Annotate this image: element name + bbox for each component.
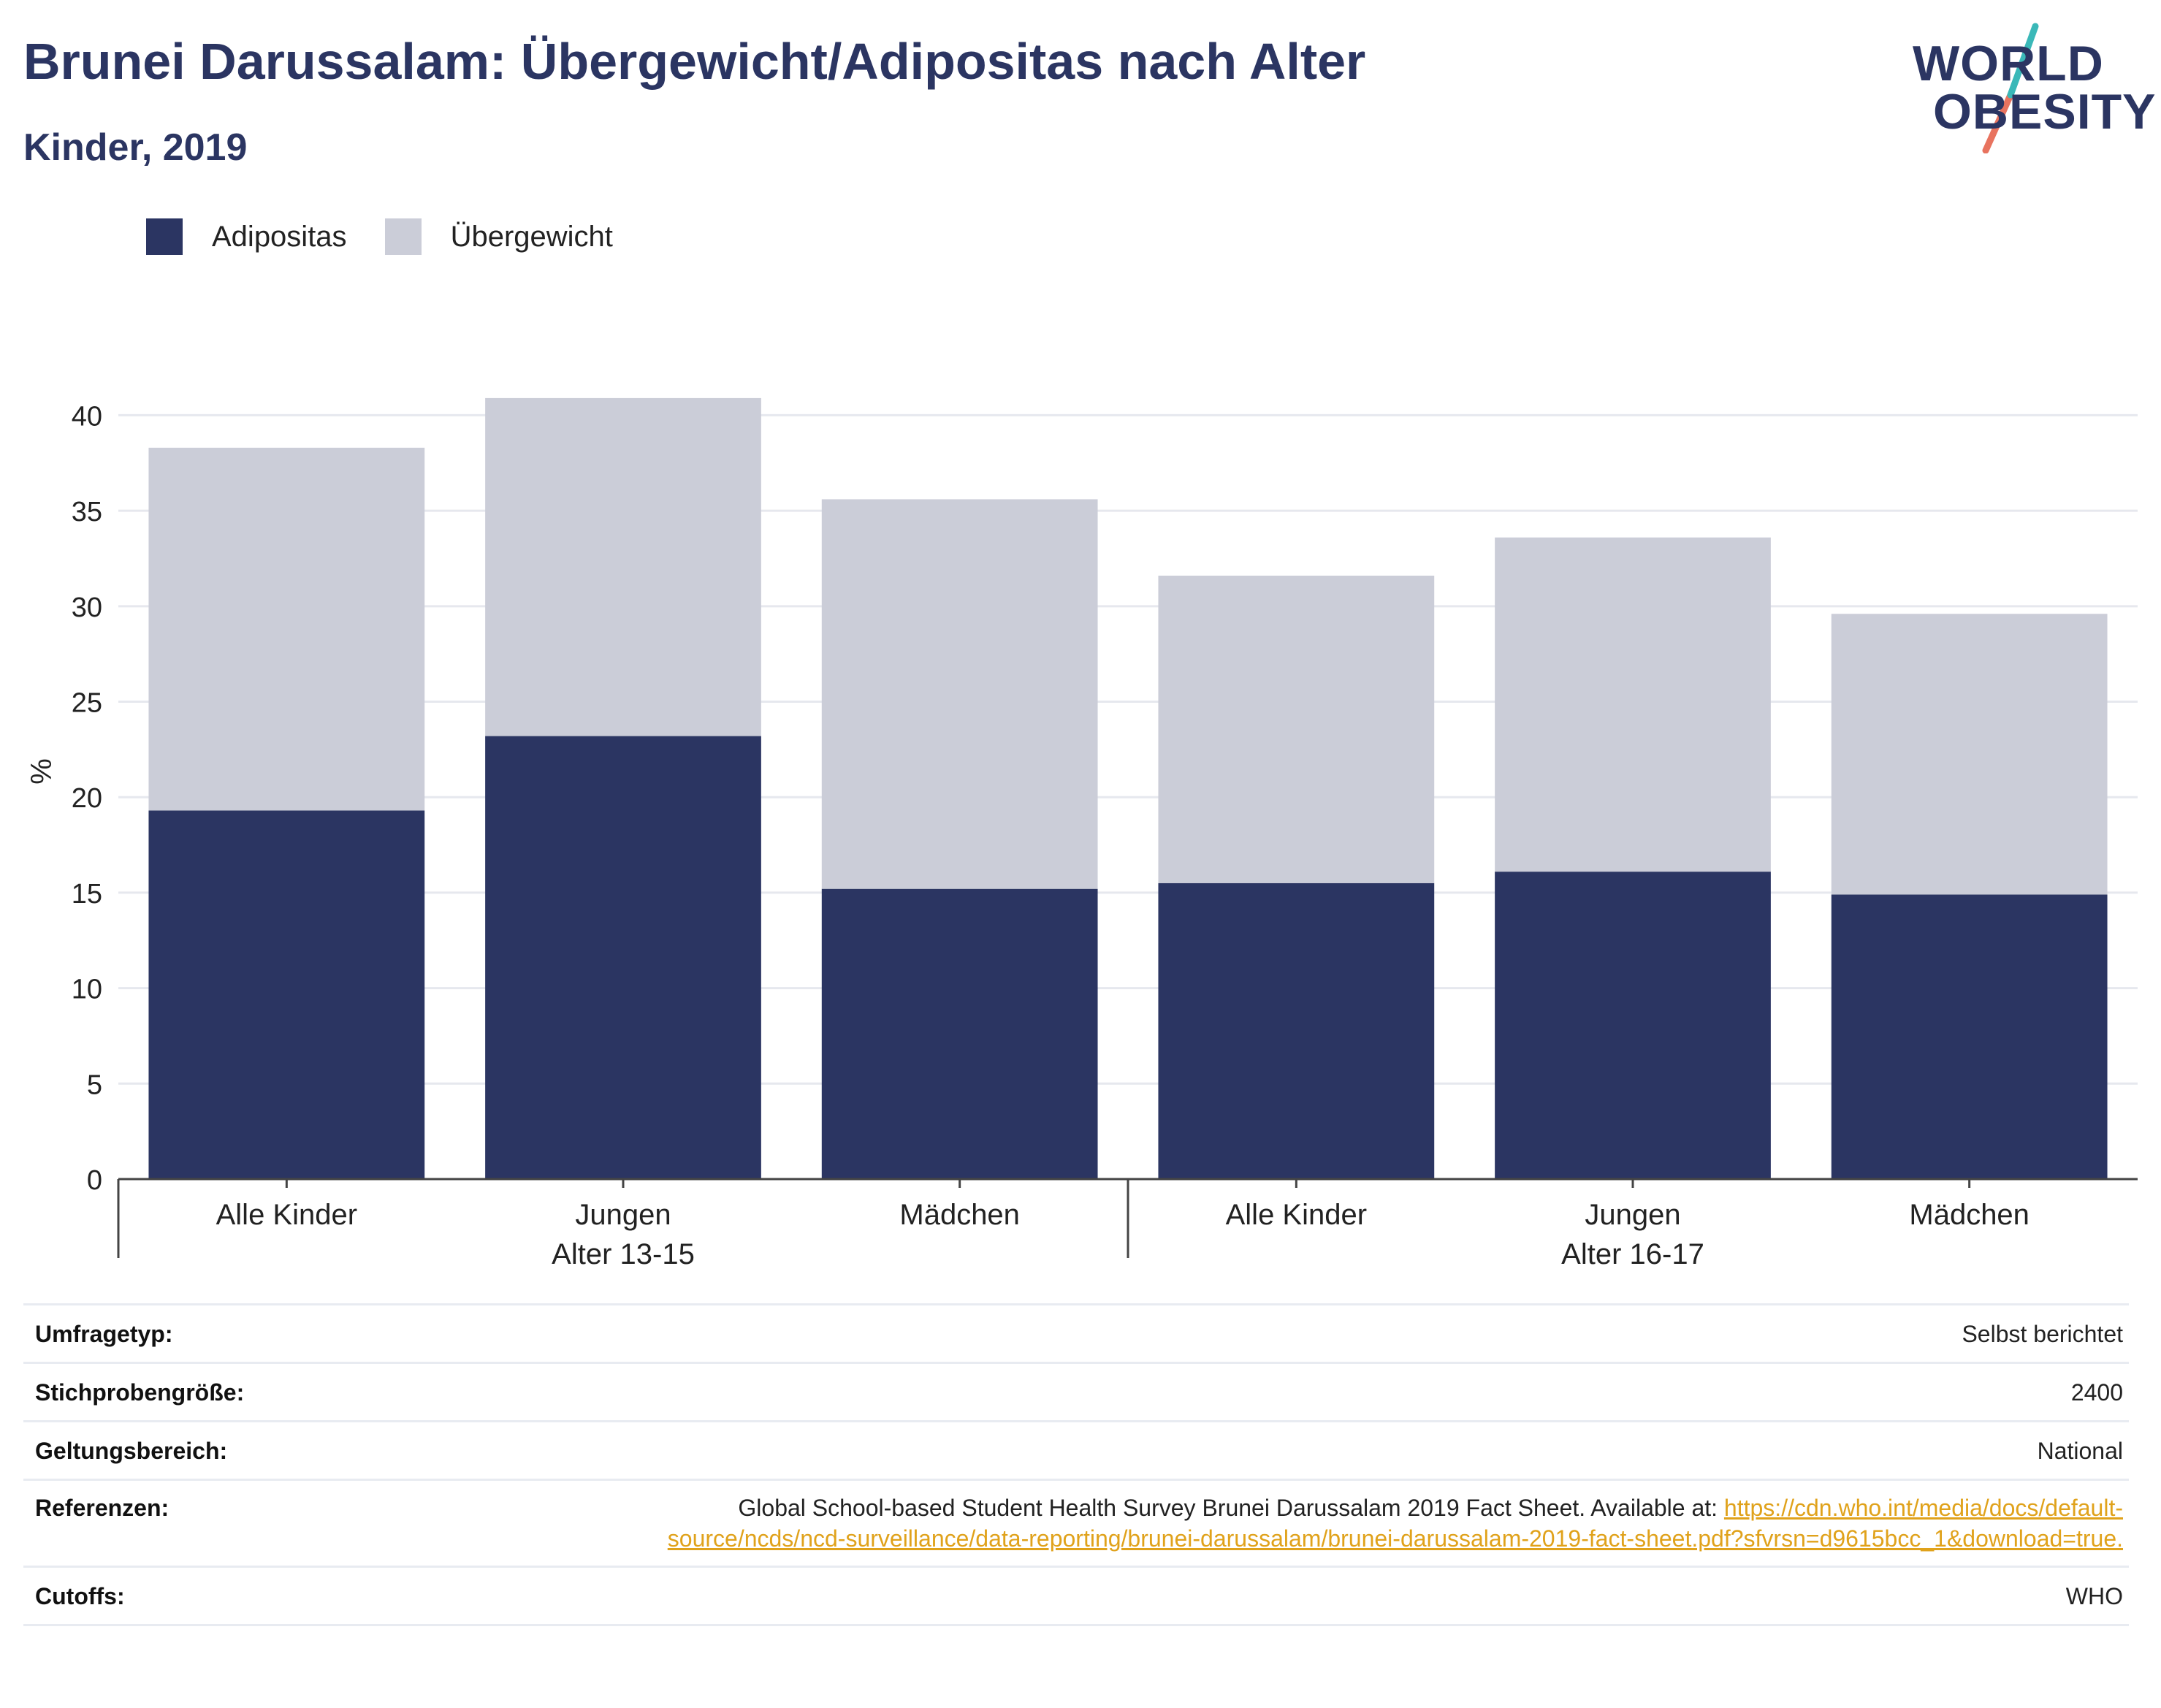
info-value: Global School-based Student Health Surve… [552,1479,2129,1567]
info-key: Geltungsbereich: [23,1420,552,1480]
bar-uebergewicht-1 [485,397,761,736]
info-value: National [552,1420,2129,1480]
info-row-scope: Geltungsbereich: National [23,1420,2129,1480]
survey-info-table: Umfragetyp: Selbst berichtet Stichproben… [23,1303,2129,1626]
logo-text-world: WORLD [1913,36,2104,91]
x-tick-label: Jungen [1585,1199,1680,1231]
y-tick-label: 5 [87,1070,102,1100]
logo-slash-top [2007,23,2039,99]
stacked-bar-chart: 0 5 10 15 20 25 30 35 40% Alle Kinder Jungen Mädche… [26,397,2138,1270]
info-row-cutoffs: Cutoffs: WHO [23,1566,2129,1626]
bar-adipositas-5 [1831,894,2108,1179]
y-tick-label: 30 [72,592,102,623]
info-row-survey-type: Umfragetyp: Selbst berichtet [23,1303,2129,1363]
bar-adipositas-2 [821,888,1098,1179]
world-obesity-logo: WORLD OBESITY [1899,22,2156,153]
bar-adipositas-4 [1495,872,1771,1179]
reference-link[interactable]: https://cdn.who.int/media/docs/default-s… [667,1495,2123,1552]
chart-subtitle: Kinder, 2019 [23,126,248,169]
legend-item-uebergewicht[interactable]: Übergewicht [384,218,613,255]
y-tick-label: 35 [72,497,102,527]
bar-adipositas-3 [1158,882,1435,1179]
legend-swatch-uebergewicht [384,218,422,255]
legend-label: Übergewicht [450,220,613,253]
bar-uebergewicht-5 [1831,614,2108,895]
y-tick-label: 0 [87,1165,102,1196]
chart-title: Brunei Darussalam: Übergewicht/Adiposita… [23,33,1366,90]
y-tick-label: 20 [72,783,102,814]
x-tick-label: Alle Kinder [1226,1199,1367,1231]
bar-uebergewicht-2 [821,499,1098,889]
info-row-sample-size: Stichprobengröße: 2400 [23,1362,2129,1422]
x-tick-label: Jungen [575,1199,671,1231]
bar-adipositas-0 [148,810,425,1179]
reference-text: Global School-based Student Health Surve… [738,1495,1724,1521]
y-tick-label: 25 [72,688,102,719]
legend-item-adipositas[interactable]: Adipositas [146,218,347,255]
info-value: WHO [552,1566,2129,1626]
y-tick-label: 40 [72,401,102,432]
y-axis-label: % [26,758,58,785]
bar-adipositas-1 [485,736,761,1179]
logo-slash-bottom [1982,91,2014,153]
info-key: Umfragetyp: [23,1303,552,1363]
group-label: Alter 13-15 [552,1238,695,1270]
y-tick-label: 15 [72,879,102,910]
bar-uebergewicht-4 [1495,537,1771,872]
info-row-references: Referenzen: Global School-based Student … [23,1479,2129,1567]
info-key: Stichprobengröße: [23,1362,552,1422]
bar-uebergewicht-3 [1158,575,1435,883]
y-tick-label: 10 [72,975,102,1005]
legend: Adipositas Übergewicht [146,216,651,257]
info-value: 2400 [552,1362,2129,1422]
legend-swatch-adipositas [146,218,183,255]
info-key: Cutoffs: [23,1566,552,1626]
x-tick-label: Alle Kinder [216,1199,357,1231]
info-value: Selbst berichtet [552,1303,2129,1363]
x-tick-label: Mädchen [1909,1199,2029,1231]
x-tick-label: Mädchen [899,1199,1020,1231]
group-label: Alter 16-17 [1561,1238,1704,1270]
info-key: Referenzen: [23,1479,552,1567]
logo-slash-icon [1982,23,2039,153]
legend-label: Adipositas [212,220,347,253]
logo-text-obesity: OBESITY [1933,84,2157,140]
bar-uebergewicht-0 [148,447,425,811]
